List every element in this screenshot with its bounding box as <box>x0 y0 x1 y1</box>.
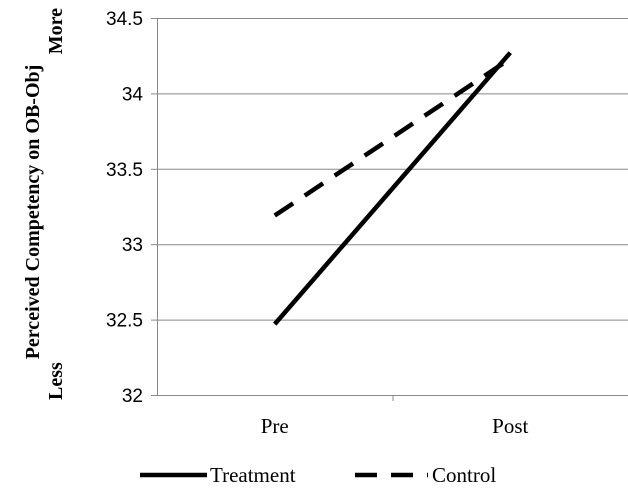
x-tick-labels: Pre Post <box>261 414 529 438</box>
y-tick-labels: 32 32.5 33 33.5 34 34.5 <box>106 9 143 407</box>
y-label-more: More <box>45 8 67 54</box>
y-tick-label: 33.5 <box>106 160 143 181</box>
x-tick-label: Post <box>492 414 528 438</box>
y-tick-label: 32.5 <box>106 311 143 332</box>
y-tick-label: 32 <box>122 386 143 407</box>
legend-item-treatment: Treatment <box>140 463 296 487</box>
y-label-less: Less <box>45 362 67 400</box>
x-tick-label: Pre <box>261 414 289 438</box>
y-tick-label: 34 <box>122 84 144 105</box>
series-lines <box>273 51 512 326</box>
y-tick-label: 33 <box>122 235 143 256</box>
y-tick-label: 34.5 <box>106 9 143 30</box>
legend-label: Treatment <box>210 463 296 487</box>
legend-item-control: Control <box>355 463 496 487</box>
y-label-main: Perceived Competency on OB-Obj <box>22 65 44 360</box>
legend: Treatment Control <box>140 463 496 487</box>
gridlines <box>157 18 628 321</box>
legend-label: Control <box>432 463 496 487</box>
series-line-treatment <box>273 51 512 326</box>
series-line-control <box>273 56 512 218</box>
axes <box>151 18 628 401</box>
